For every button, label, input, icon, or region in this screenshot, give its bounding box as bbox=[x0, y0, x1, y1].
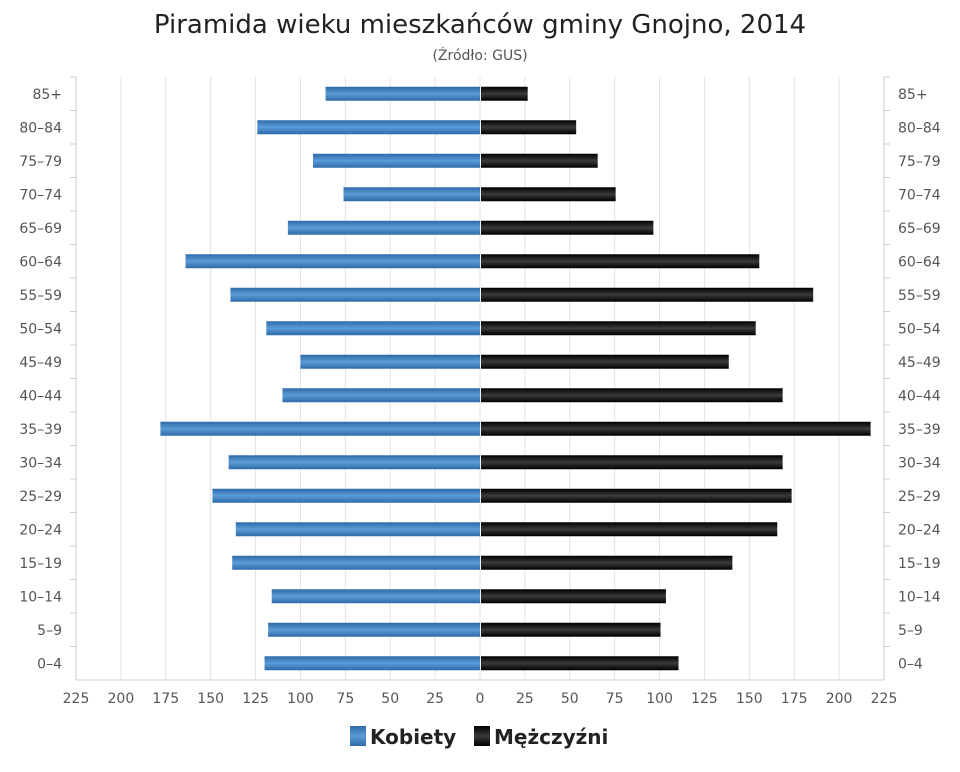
bar-mezczyzni[interactable] bbox=[481, 120, 577, 135]
x-tick-label: 100 bbox=[646, 691, 673, 707]
legend-label-kobiety[interactable]: Kobiety bbox=[370, 725, 456, 749]
x-tick-label: 100 bbox=[287, 691, 314, 707]
x-tick-label: 200 bbox=[826, 691, 853, 707]
y-tick-label-right: 60–64 bbox=[898, 254, 941, 270]
legend-swatch-mezczyzni[interactable] bbox=[474, 726, 490, 746]
legend: Kobiety Mężczyźni bbox=[350, 725, 608, 749]
x-tick-label: 125 bbox=[242, 691, 269, 707]
y-tick-label-left: 15–19 bbox=[19, 556, 62, 572]
bar-kobiety[interactable] bbox=[313, 153, 480, 168]
y-tick-label-left: 85+ bbox=[32, 87, 62, 103]
bar-mezczyzni[interactable] bbox=[481, 254, 760, 269]
y-tick-label-right: 50–54 bbox=[898, 321, 941, 337]
bar-kobiety[interactable] bbox=[300, 354, 480, 369]
y-tick-label-left: 70–74 bbox=[19, 187, 62, 203]
y-tick-label-right: 65–69 bbox=[898, 221, 941, 237]
y-tick-label-left: 50–54 bbox=[19, 321, 62, 337]
bar-kobiety[interactable] bbox=[287, 220, 480, 235]
bar-mezczyzni[interactable] bbox=[481, 354, 729, 369]
bar-kobiety[interactable] bbox=[343, 187, 480, 202]
bar-kobiety[interactable] bbox=[232, 555, 480, 570]
x-tick-label: 25 bbox=[426, 691, 444, 707]
legend-swatch-kobiety[interactable] bbox=[350, 726, 366, 746]
bar-kobiety[interactable] bbox=[235, 522, 480, 537]
x-tick-label: 75 bbox=[336, 691, 354, 707]
bar-kobiety[interactable] bbox=[266, 321, 480, 336]
y-tick-label-right: 30–34 bbox=[898, 455, 941, 471]
bar-mezczyzni[interactable] bbox=[481, 589, 666, 604]
y-tick-label-right: 0–4 bbox=[898, 656, 923, 672]
x-tick-label: 150 bbox=[736, 691, 763, 707]
y-tick-label-left: 55–59 bbox=[19, 288, 62, 304]
x-tick-label: 200 bbox=[108, 691, 135, 707]
y-tick-label-right: 25–29 bbox=[898, 489, 941, 505]
x-tick-label: 75 bbox=[606, 691, 624, 707]
bar-kobiety[interactable] bbox=[228, 455, 480, 470]
y-tick-label-right: 20–24 bbox=[898, 522, 941, 538]
y-tick-label-left: 25–29 bbox=[19, 489, 62, 505]
y-tick-label-right: 80–84 bbox=[898, 120, 941, 136]
x-tick-label: 25 bbox=[516, 691, 534, 707]
bar-mezczyzni[interactable] bbox=[481, 421, 871, 436]
y-tick-label-left: 30–34 bbox=[19, 455, 62, 471]
x-tick-label: 175 bbox=[781, 691, 808, 707]
y-tick-label-left: 60–64 bbox=[19, 254, 62, 270]
y-tick-label-right: 75–79 bbox=[898, 154, 941, 170]
x-tick-label: 225 bbox=[63, 691, 90, 707]
x-tick-label: 150 bbox=[197, 691, 224, 707]
x-tick-label: 0 bbox=[476, 691, 485, 707]
bar-kobiety[interactable] bbox=[160, 421, 480, 436]
y-tick-label-left: 65–69 bbox=[19, 221, 62, 237]
bar-mezczyzni[interactable] bbox=[481, 388, 783, 403]
x-tick-label: 175 bbox=[152, 691, 179, 707]
y-tick-label-left: 80–84 bbox=[19, 120, 62, 136]
bar-mezczyzni[interactable] bbox=[481, 455, 783, 470]
bar-kobiety[interactable] bbox=[230, 287, 480, 302]
bar-kobiety[interactable] bbox=[268, 622, 480, 637]
bar-kobiety[interactable] bbox=[325, 86, 480, 101]
bar-kobiety[interactable] bbox=[271, 589, 480, 604]
y-tick-label-left: 45–49 bbox=[19, 355, 62, 371]
bar-mezczyzni[interactable] bbox=[481, 488, 792, 503]
bar-mezczyzni[interactable] bbox=[481, 555, 733, 570]
bar-kobiety[interactable] bbox=[264, 656, 480, 671]
chart-subtitle: (Źródło: GUS) bbox=[432, 46, 527, 64]
bar-kobiety[interactable] bbox=[282, 388, 480, 403]
y-tick-label-right: 40–44 bbox=[898, 388, 941, 404]
bar-mezczyzni[interactable] bbox=[481, 622, 661, 637]
x-tick-label: 50 bbox=[561, 691, 579, 707]
y-tick-label-left: 0–4 bbox=[37, 656, 62, 672]
y-tick-label-left: 75–79 bbox=[19, 154, 62, 170]
bar-mezczyzni[interactable] bbox=[481, 153, 598, 168]
bar-kobiety[interactable] bbox=[212, 488, 480, 503]
y-tick-label-right: 70–74 bbox=[898, 187, 941, 203]
y-tick-label-right: 10–14 bbox=[898, 589, 941, 605]
bar-mezczyzni[interactable] bbox=[481, 220, 654, 235]
y-tick-label-left: 10–14 bbox=[19, 589, 62, 605]
y-tick-label-right: 35–39 bbox=[898, 422, 941, 438]
y-tick-label-right: 45–49 bbox=[898, 355, 941, 371]
x-tick-label: 125 bbox=[691, 691, 718, 707]
bar-kobiety[interactable] bbox=[257, 120, 480, 135]
bar-kobiety[interactable] bbox=[185, 254, 481, 269]
chart-title: Piramida wieku mieszkańców gminy Gnojno,… bbox=[154, 10, 806, 40]
x-tick-label: 225 bbox=[871, 691, 898, 707]
y-tick-label-left: 40–44 bbox=[19, 388, 62, 404]
bar-mezczyzni[interactable] bbox=[481, 321, 756, 336]
y-tick-label-left: 20–24 bbox=[19, 522, 62, 538]
y-tick-label-right: 55–59 bbox=[898, 288, 941, 304]
x-tick-label: 50 bbox=[381, 691, 399, 707]
y-tick-label-left: 5–9 bbox=[37, 623, 62, 639]
legend-label-mezczyzni[interactable]: Mężczyźni bbox=[494, 725, 608, 749]
bar-mezczyzni[interactable] bbox=[481, 656, 679, 671]
y-tick-label-right: 5–9 bbox=[898, 623, 923, 639]
y-tick-label-right: 15–19 bbox=[898, 556, 941, 572]
bar-mezczyzni[interactable] bbox=[481, 187, 616, 202]
y-tick-label-right: 85+ bbox=[898, 87, 928, 103]
bar-mezczyzni[interactable] bbox=[481, 287, 814, 302]
y-tick-label-left: 35–39 bbox=[19, 422, 62, 438]
bar-mezczyzni[interactable] bbox=[481, 522, 778, 537]
bar-mezczyzni[interactable] bbox=[481, 86, 528, 101]
